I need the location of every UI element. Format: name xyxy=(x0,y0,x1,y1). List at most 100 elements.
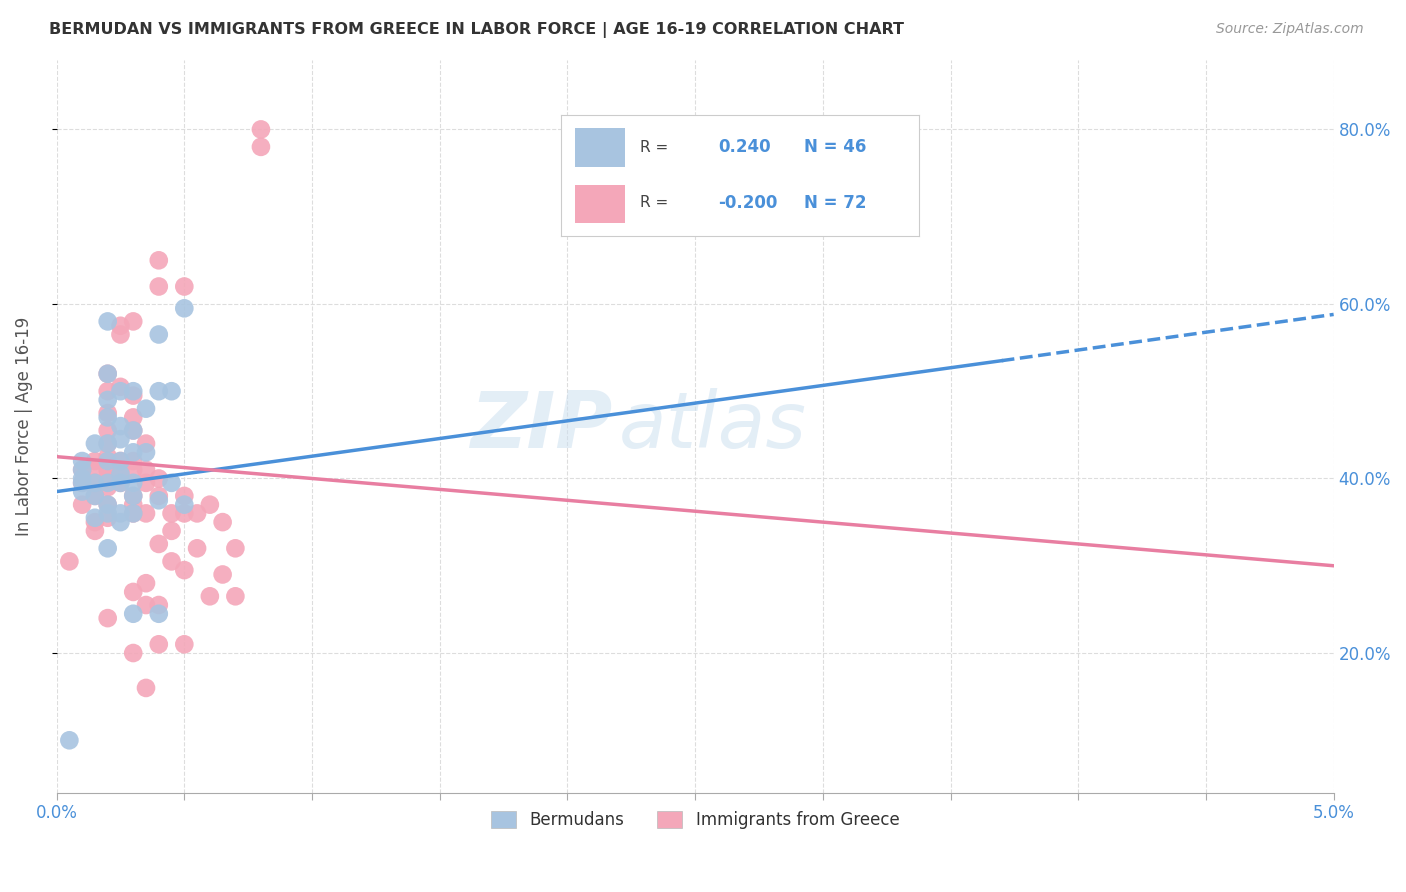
Text: Source: ZipAtlas.com: Source: ZipAtlas.com xyxy=(1216,22,1364,37)
Point xyxy=(173,637,195,651)
Point xyxy=(97,498,120,512)
Point xyxy=(148,537,170,551)
Point xyxy=(135,436,157,450)
Point xyxy=(110,454,132,468)
Point xyxy=(122,388,145,402)
Point xyxy=(70,463,93,477)
Point xyxy=(84,475,107,490)
Point xyxy=(110,467,132,482)
Point xyxy=(148,327,170,342)
Point xyxy=(110,419,132,434)
Point xyxy=(122,384,145,399)
Point xyxy=(122,424,145,438)
Point xyxy=(97,410,120,425)
Point xyxy=(110,507,132,521)
Point xyxy=(70,471,93,485)
Point xyxy=(186,507,208,521)
Point xyxy=(160,524,183,538)
Point xyxy=(70,475,93,490)
Point xyxy=(84,489,107,503)
Point xyxy=(135,475,157,490)
Text: ZIP: ZIP xyxy=(470,388,612,464)
Point xyxy=(135,598,157,612)
Point xyxy=(110,515,132,529)
Point xyxy=(173,507,195,521)
Point xyxy=(148,489,170,503)
Point xyxy=(84,454,107,468)
Point xyxy=(84,510,107,524)
Point xyxy=(70,498,93,512)
Point xyxy=(198,498,221,512)
Point xyxy=(110,318,132,333)
Point xyxy=(122,475,145,490)
Point xyxy=(110,327,132,342)
Point xyxy=(110,463,132,477)
Point xyxy=(97,367,120,381)
Point xyxy=(135,681,157,695)
Point xyxy=(148,598,170,612)
Point xyxy=(97,314,120,328)
Point xyxy=(173,489,195,503)
Point xyxy=(211,515,233,529)
Point xyxy=(84,463,107,477)
Point xyxy=(110,475,132,490)
Point xyxy=(173,301,195,316)
Point xyxy=(122,445,145,459)
Point xyxy=(122,498,145,512)
Point xyxy=(97,463,120,477)
Point xyxy=(224,589,246,603)
Point xyxy=(97,498,120,512)
Point xyxy=(198,589,221,603)
Point xyxy=(122,585,145,599)
Point xyxy=(173,563,195,577)
Point xyxy=(70,475,93,490)
Point xyxy=(250,140,273,154)
Point xyxy=(160,554,183,568)
Point xyxy=(84,524,107,538)
Legend: Bermudans, Immigrants from Greece: Bermudans, Immigrants from Greece xyxy=(484,804,905,836)
Point xyxy=(97,436,120,450)
Point xyxy=(135,507,157,521)
Point xyxy=(148,253,170,268)
Point xyxy=(122,507,145,521)
Point xyxy=(122,489,145,503)
Point xyxy=(122,489,145,503)
Point xyxy=(70,454,93,468)
Point xyxy=(110,454,132,468)
Point xyxy=(58,733,80,747)
Point xyxy=(97,471,120,485)
Point xyxy=(97,454,120,468)
Point xyxy=(84,489,107,503)
Point xyxy=(135,463,157,477)
Point xyxy=(122,454,145,468)
Point xyxy=(97,436,120,450)
Point xyxy=(110,380,132,394)
Point xyxy=(84,475,107,490)
Y-axis label: In Labor Force | Age 16-19: In Labor Force | Age 16-19 xyxy=(15,317,32,536)
Point xyxy=(122,646,145,660)
Point xyxy=(224,541,246,556)
Point xyxy=(250,122,273,136)
Point xyxy=(173,279,195,293)
Point xyxy=(58,554,80,568)
Point xyxy=(110,384,132,399)
Point xyxy=(173,498,195,512)
Point xyxy=(110,432,132,446)
Point xyxy=(97,450,120,464)
Point xyxy=(122,410,145,425)
Point xyxy=(97,480,120,494)
Point xyxy=(110,475,132,490)
Point xyxy=(148,279,170,293)
Point xyxy=(97,406,120,420)
Point xyxy=(97,611,120,625)
Point xyxy=(97,384,120,399)
Point xyxy=(97,510,120,524)
Point xyxy=(160,384,183,399)
Point xyxy=(70,463,93,477)
Point xyxy=(84,515,107,529)
Point xyxy=(135,576,157,591)
Point xyxy=(160,475,183,490)
Point xyxy=(160,507,183,521)
Point xyxy=(122,463,145,477)
Point xyxy=(186,541,208,556)
